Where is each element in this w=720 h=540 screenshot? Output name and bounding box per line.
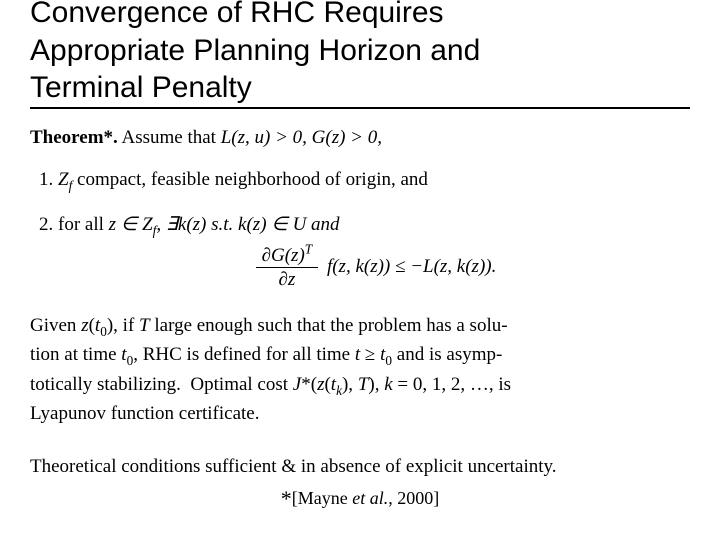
- cond2-in: z ∈ Z: [109, 214, 153, 235]
- title-line-3: Terminal Penalty: [30, 69, 690, 107]
- theorem-conclusion: Given z(t0), if T large enough such that…: [30, 311, 690, 429]
- citation-close: , 2000]: [388, 488, 439, 508]
- eq-num-sup: T: [305, 241, 312, 256]
- theorem-label: Theorem*.: [30, 127, 118, 148]
- cond2-mid: , ∃k(z) s.t. k(z) ∈ U and: [156, 214, 339, 235]
- theorem-conditions: Zf compact, feasible neighborhood of ori…: [58, 167, 690, 289]
- eq-fraction: ∂G(z)T ∂z: [256, 246, 319, 289]
- theorem-statement: Theorem*. Assume that L(z, u) > 0, G(z) …: [30, 127, 690, 149]
- cond1-sym: Z: [58, 169, 69, 190]
- condition-1: Zf compact, feasible neighborhood of ori…: [58, 167, 690, 193]
- citation-open: [Mayne: [292, 488, 352, 508]
- footnote-sufficient: Theoretical conditions sufficient & in a…: [30, 456, 690, 478]
- cond1-text: compact, feasible neighborhood of origin…: [72, 169, 428, 190]
- footnote-citation: *[Mayne et al., 2000]: [0, 486, 720, 512]
- theorem-assume-lead: Assume that: [121, 127, 215, 148]
- cond2-lead: for all: [58, 214, 109, 235]
- eq-den: ∂z: [256, 268, 319, 289]
- eq-num-text: ∂G(z): [262, 245, 305, 266]
- condition-2: for all z ∈ Zf, ∃k(z) s.t. k(z) ∈ U and …: [58, 212, 690, 289]
- theorem-assume-math: L(z, u) > 0, G(z) > 0,: [221, 127, 382, 148]
- eq-num: ∂G(z)T: [256, 246, 319, 268]
- citation-etal: et al.: [352, 488, 388, 508]
- slide-root: Convergence of RHC Requires Appropriate …: [0, 0, 720, 534]
- title-line-2: Appropriate Planning Horizon and: [30, 32, 690, 70]
- eq-rhs: f(z, k(z)) ≤ −L(z, k(z)).: [327, 256, 496, 277]
- condition-2-equation: ∂G(z)T ∂z f(z, k(z)) ≤ −L(z, k(z)).: [58, 246, 690, 289]
- slide-title: Convergence of RHC Requires Appropriate …: [30, 0, 690, 109]
- citation-star: *: [281, 486, 292, 511]
- title-line-1: Convergence of RHC Requires: [30, 0, 690, 32]
